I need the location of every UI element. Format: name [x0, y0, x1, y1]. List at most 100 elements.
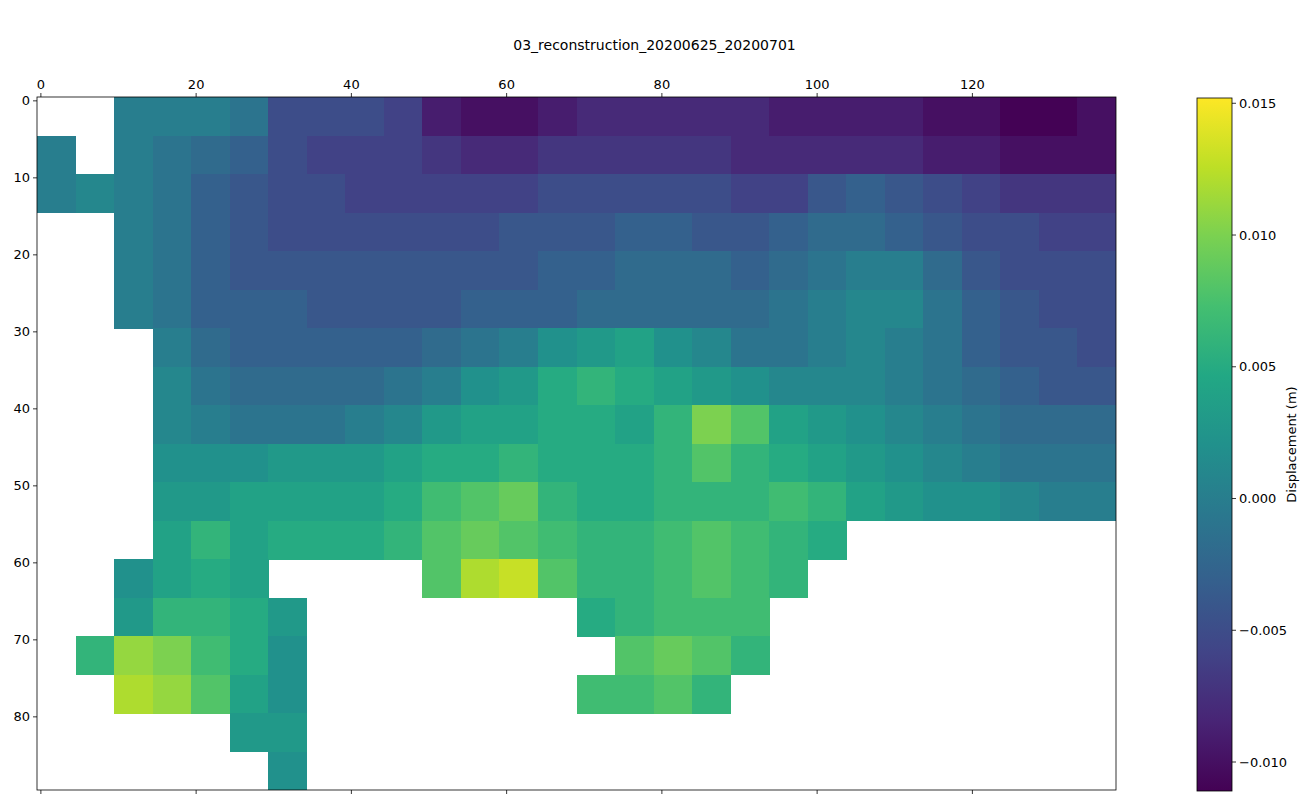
cell [153, 290, 192, 329]
cell [577, 328, 616, 367]
cell [615, 328, 654, 367]
cell [846, 213, 885, 252]
cell [846, 444, 885, 483]
cell [114, 559, 153, 598]
cell [1077, 328, 1116, 367]
cell [191, 598, 230, 637]
cell [422, 367, 461, 406]
cell [230, 367, 269, 406]
cell [654, 521, 693, 560]
colorbar-tick-label: −0.005 [1239, 623, 1287, 638]
cell [885, 251, 924, 290]
cell [654, 482, 693, 521]
cell [846, 405, 885, 444]
cell [268, 713, 307, 752]
cell [191, 367, 230, 406]
cell [268, 598, 307, 637]
cell [268, 174, 307, 213]
cell [538, 559, 577, 598]
plot-frame [37, 97, 1116, 790]
cell [692, 636, 731, 675]
cell [731, 636, 770, 675]
cell [345, 290, 384, 329]
cell [268, 405, 307, 444]
cell [654, 213, 693, 252]
y-tick [33, 408, 37, 409]
cell [307, 328, 346, 367]
cell [499, 521, 538, 560]
cell [692, 328, 731, 367]
cell [692, 598, 731, 637]
cell [307, 174, 346, 213]
cell [769, 97, 808, 136]
cell [422, 213, 461, 252]
x-tick-label: 120 [960, 77, 985, 92]
cell [692, 367, 731, 406]
cell [461, 482, 500, 521]
cell [230, 444, 269, 483]
cell [114, 136, 153, 175]
cell [307, 444, 346, 483]
cell [962, 174, 1001, 213]
y-tick-label: 70 [13, 632, 30, 647]
colorbar-tick-label: 0.000 [1239, 491, 1276, 506]
cell [461, 328, 500, 367]
cell [1039, 290, 1078, 329]
cell [769, 405, 808, 444]
cell [1000, 405, 1039, 444]
cell [461, 405, 500, 444]
cell [153, 598, 192, 637]
cell [808, 97, 847, 136]
cell [846, 97, 885, 136]
cell [1077, 251, 1116, 290]
colorbar-tick [1232, 498, 1236, 499]
cell [268, 367, 307, 406]
y-tick [33, 177, 37, 178]
cell [962, 136, 1001, 175]
cell [345, 97, 384, 136]
cell [808, 482, 847, 521]
colorbar [1197, 98, 1232, 791]
y-tick [33, 639, 37, 640]
cell [461, 251, 500, 290]
cell [499, 367, 538, 406]
cell [654, 251, 693, 290]
cell [422, 328, 461, 367]
cell [422, 174, 461, 213]
cell [499, 174, 538, 213]
cell [114, 251, 153, 290]
cell [885, 290, 924, 329]
cell [577, 405, 616, 444]
cell [191, 405, 230, 444]
cell [191, 636, 230, 675]
x-tick [972, 790, 973, 794]
cell [731, 290, 770, 329]
cell [422, 482, 461, 521]
cell [268, 290, 307, 329]
x-tick [196, 93, 197, 97]
cell [654, 559, 693, 598]
y-tick [33, 562, 37, 563]
cell [153, 444, 192, 483]
cell [422, 444, 461, 483]
x-tick-label: 80 [654, 77, 671, 92]
cell [846, 174, 885, 213]
cell [923, 251, 962, 290]
x-tick-label: 20 [188, 77, 205, 92]
y-tick [33, 716, 37, 717]
cell [191, 97, 230, 136]
cell [962, 367, 1001, 406]
cell [1039, 328, 1078, 367]
cell [769, 367, 808, 406]
cell [191, 444, 230, 483]
cell [1039, 136, 1078, 175]
cell [114, 636, 153, 675]
cell [808, 251, 847, 290]
cell [769, 136, 808, 175]
colorbar-tick-label: 0.005 [1239, 359, 1276, 374]
colorbar-tick-label: 0.010 [1239, 228, 1276, 243]
cell [692, 136, 731, 175]
cell [577, 213, 616, 252]
cell [692, 97, 731, 136]
cell [384, 290, 423, 329]
